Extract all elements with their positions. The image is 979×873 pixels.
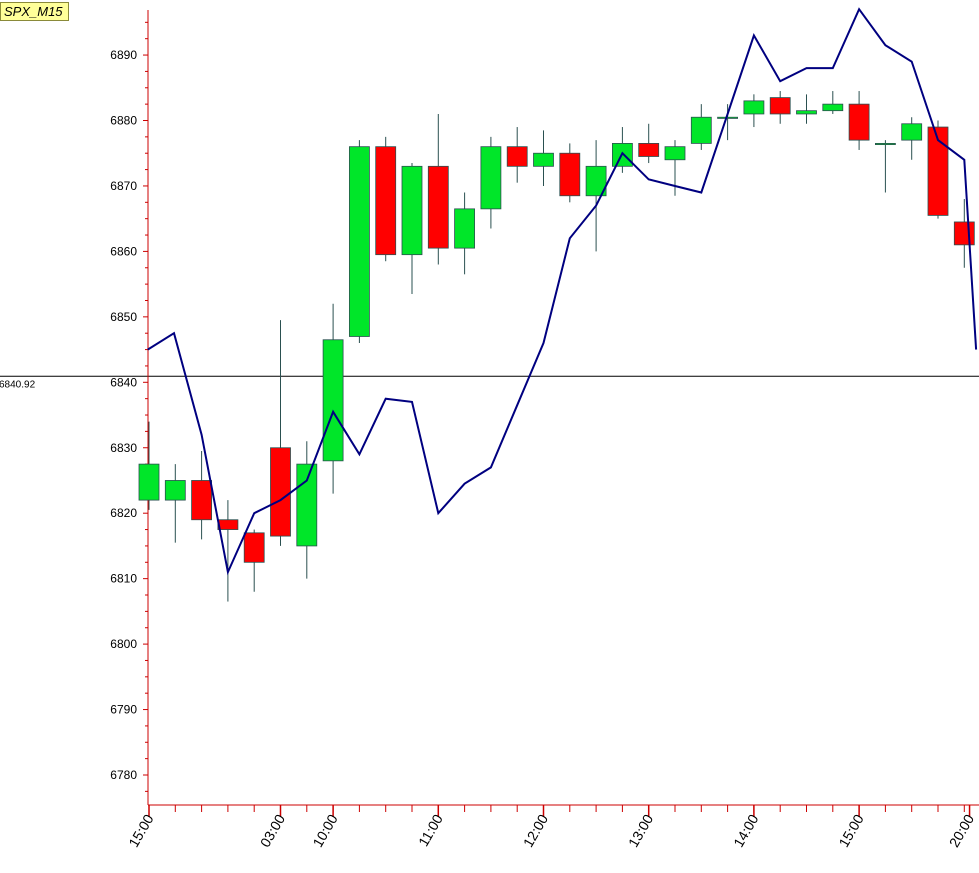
x-tick-label: 13:00 bbox=[625, 811, 656, 850]
candle-body-bearish bbox=[270, 447, 291, 537]
y-tick-label: 6870 bbox=[110, 179, 137, 193]
candle-body-bearish bbox=[848, 103, 870, 141]
x-tick-label: 15:00 bbox=[125, 811, 156, 850]
x-axis: 15:00 03:00 10:00 11:00 12:00 13:00 14:00 15:00… bbox=[125, 804, 979, 850]
candle-body-bearish bbox=[638, 143, 660, 157]
candles bbox=[138, 91, 975, 602]
candle bbox=[506, 127, 528, 183]
candle bbox=[559, 143, 581, 203]
candle bbox=[348, 140, 370, 344]
candle bbox=[454, 192, 476, 275]
y-tick-label: 6830 bbox=[110, 441, 137, 455]
candle-body-bearish bbox=[927, 126, 949, 216]
indicator-line bbox=[147, 7, 978, 576]
candle-body-bearish bbox=[217, 519, 239, 530]
candle bbox=[427, 113, 449, 265]
candle-body-bullish bbox=[664, 146, 686, 161]
y-tick-label: 6890 bbox=[110, 48, 137, 62]
candle-body-bullish bbox=[690, 116, 712, 144]
candle-body-bullish bbox=[401, 165, 423, 256]
y-axis: 6780 6790 6800 6810 6820 6830 6840 6850 6860 6870… bbox=[110, 10, 149, 805]
candle-body-bearish bbox=[191, 480, 213, 521]
candle-body-bullish bbox=[901, 123, 923, 141]
x-tick-label: 14:00 bbox=[730, 811, 761, 850]
candle bbox=[769, 91, 791, 124]
y-tick-label: 6850 bbox=[110, 310, 137, 324]
candle-body-bearish bbox=[559, 152, 581, 197]
candle-body-bullish bbox=[138, 463, 160, 501]
candle bbox=[717, 104, 738, 141]
candle-body-bullish bbox=[296, 463, 318, 547]
candle bbox=[796, 94, 817, 124]
x-tick-label: 03:00 bbox=[257, 811, 288, 850]
candle-body-bullish bbox=[585, 165, 607, 197]
candle-body-bullish bbox=[454, 208, 476, 249]
y-tick-label: 6810 bbox=[110, 572, 137, 586]
candle-body-bearish bbox=[427, 165, 449, 249]
candle bbox=[322, 303, 344, 494]
overlay-labels: 6840.92 bbox=[0, 377, 38, 390]
candle bbox=[270, 320, 291, 546]
horizontal-line-price-label: 6840.92 bbox=[0, 379, 36, 390]
candle bbox=[875, 140, 896, 193]
candle-body-bearish bbox=[243, 532, 265, 563]
candle bbox=[480, 136, 502, 229]
x-tick-label: 11:00 bbox=[415, 811, 446, 849]
candle-body-bearish bbox=[953, 221, 975, 246]
candle bbox=[822, 91, 844, 114]
y-tick-label: 6780 bbox=[110, 768, 137, 782]
candle-body-bullish bbox=[717, 116, 738, 119]
candle bbox=[217, 500, 239, 602]
price-label-background bbox=[0, 377, 38, 390]
candle bbox=[164, 464, 186, 543]
candle-body-bullish bbox=[533, 152, 554, 167]
y-tick-label: 6790 bbox=[110, 703, 137, 717]
y-tick-label: 6880 bbox=[110, 114, 137, 128]
candle bbox=[375, 136, 397, 262]
x-tick-label: 20:00 bbox=[946, 811, 977, 850]
candle bbox=[743, 94, 765, 128]
candle-body-bearish bbox=[506, 146, 528, 167]
symbol-label: SPX_M15 bbox=[0, 2, 69, 21]
candle-body-bearish bbox=[769, 97, 791, 115]
y-tick-label: 6860 bbox=[110, 244, 137, 258]
indicator-line-layer bbox=[147, 7, 978, 576]
candle bbox=[901, 117, 923, 160]
x-tick-label: 15:00 bbox=[835, 811, 866, 850]
candle bbox=[533, 130, 554, 186]
candle-body-bullish bbox=[164, 480, 186, 501]
y-tick-label: 6800 bbox=[110, 637, 137, 651]
candle-body-bullish bbox=[875, 143, 896, 146]
candle bbox=[848, 91, 870, 150]
candle-body-bullish bbox=[796, 110, 817, 115]
candle-body-bullish bbox=[322, 339, 344, 462]
candle-body-bearish bbox=[375, 146, 397, 256]
candle bbox=[138, 421, 160, 510]
candle bbox=[638, 123, 660, 164]
candle bbox=[243, 529, 265, 592]
candle bbox=[690, 104, 712, 150]
candle-body-bullish bbox=[743, 100, 765, 115]
candle bbox=[401, 163, 423, 294]
candle-body-bullish bbox=[480, 146, 502, 210]
candle-body-bullish bbox=[348, 146, 370, 337]
y-tick-label: 6840 bbox=[110, 375, 137, 389]
candle-body-bullish bbox=[822, 103, 844, 112]
candle bbox=[191, 451, 213, 540]
candle bbox=[585, 140, 607, 252]
x-tick-label: 12:00 bbox=[520, 811, 551, 850]
candle bbox=[927, 120, 949, 219]
y-tick-label: 6820 bbox=[110, 506, 137, 520]
x-tick-label: 10:00 bbox=[309, 811, 340, 850]
